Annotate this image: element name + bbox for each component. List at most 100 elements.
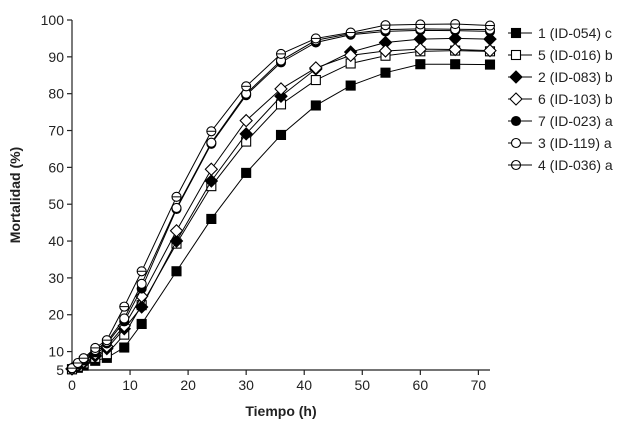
- y-tick-label: 40: [48, 233, 64, 249]
- legend-item: 1 (ID-054) c: [508, 25, 612, 41]
- marker-shape: [136, 278, 147, 289]
- y-tick-label: 5: [56, 362, 64, 378]
- marker-shape: [510, 137, 522, 149]
- marker-shape: [274, 89, 288, 104]
- x-tick-label: 70: [471, 377, 487, 393]
- marker-shape: [204, 162, 219, 176]
- marker-shape: [310, 75, 321, 86]
- data-point: [415, 59, 426, 70]
- data-point: [415, 19, 426, 30]
- marker-shape: [274, 82, 288, 96]
- legend-label: 1 (ID-054) c: [538, 25, 612, 41]
- x-tick-label: 60: [413, 377, 429, 393]
- data-point: [239, 113, 253, 128]
- marker-shape: [239, 113, 253, 128]
- marker-shape: [484, 59, 496, 70]
- legend-label: 2 (ID-083) b: [538, 69, 613, 85]
- y-tick-label: 60: [48, 159, 64, 175]
- y-tick-label: 10: [48, 344, 64, 360]
- legend-item: 7 (ID-023) a: [508, 113, 613, 129]
- y-tick-label: 100: [41, 12, 65, 28]
- legend-marker: [510, 137, 522, 149]
- data-point: [309, 61, 323, 75]
- data-point: [484, 59, 496, 70]
- y-tick-label: 20: [48, 307, 64, 323]
- data-point: [241, 167, 252, 178]
- legend-item: 4 (ID-036) a: [508, 157, 613, 173]
- legend-item: 5 (ID-016) b: [508, 47, 613, 63]
- marker-shape: [134, 300, 149, 314]
- data-point: [380, 20, 391, 31]
- chart-legend: 1 (ID-054) c 5 (ID-016) b 2 (ID-083) b 6 (I…: [508, 25, 613, 173]
- data-point: [78, 353, 89, 364]
- marker-shape: [343, 48, 358, 63]
- y-tick-label: 50: [48, 196, 64, 212]
- data-point: [310, 100, 321, 111]
- marker-shape: [169, 223, 184, 238]
- marker-shape: [206, 137, 217, 148]
- data-point: [310, 33, 321, 44]
- marker-shape: [204, 174, 219, 188]
- data-point: [119, 301, 130, 312]
- series-line: [71, 63, 491, 370]
- marker-shape: [136, 318, 147, 329]
- y-tick-label: 30: [48, 270, 64, 286]
- marker-shape: [413, 42, 428, 56]
- legend-item: 2 (ID-083) b: [508, 69, 613, 85]
- marker-shape: [510, 27, 522, 39]
- data-point: [171, 191, 182, 202]
- data-point: [119, 313, 130, 324]
- x-tick-label: 0: [68, 377, 76, 393]
- y-tick-label: 80: [48, 86, 64, 102]
- data-point: [169, 223, 184, 238]
- marker-shape: [509, 92, 523, 106]
- legend-marker: [510, 27, 522, 39]
- data-point: [450, 19, 461, 30]
- legend-item: 6 (ID-103) b: [508, 91, 613, 107]
- legend-label: 4 (ID-036) a: [538, 157, 613, 173]
- chart-axes: 5 10 20 30 40 50 60 70 80 90 100 0 10 20 30 40 50 60 70: [41, 12, 490, 393]
- marker-shape: [309, 61, 323, 75]
- data-point: [274, 82, 288, 96]
- series-4: [65, 42, 497, 376]
- data-point: [206, 126, 217, 137]
- marker-shape: [171, 266, 182, 277]
- marker-shape: [448, 42, 462, 57]
- data-point: [413, 42, 428, 56]
- data-point: [343, 48, 358, 63]
- series-5: [66, 25, 496, 374]
- legend-label: 6 (ID-103) b: [538, 91, 613, 107]
- legend-marker: [510, 115, 522, 127]
- marker-shape: [415, 59, 426, 70]
- legend-label: 5 (ID-016) b: [538, 47, 613, 63]
- legend-item: 3 (ID-119) a: [508, 135, 612, 151]
- marker-shape: [510, 115, 522, 127]
- data-point: [450, 59, 461, 70]
- legend-marker: [510, 49, 522, 61]
- data-point: [136, 278, 147, 289]
- marker-shape: [509, 70, 523, 84]
- data-point: [206, 213, 217, 224]
- data-point: [484, 20, 496, 31]
- x-tick-label: 40: [296, 377, 312, 393]
- data-point: [136, 318, 147, 329]
- data-point: [275, 129, 287, 140]
- marker-shape: [119, 342, 130, 353]
- x-tick-label: 20: [180, 377, 196, 393]
- data-point: [274, 89, 288, 104]
- data-point: [310, 75, 321, 86]
- x-axis-title: Tiempo (h): [245, 403, 316, 419]
- legend-label: 7 (ID-023) a: [538, 113, 613, 129]
- marker-shape: [310, 100, 321, 111]
- y-tick-label: 70: [48, 123, 64, 139]
- data-point: [345, 80, 356, 91]
- data-point: [171, 202, 182, 213]
- legend-marker: [509, 70, 523, 84]
- marker-shape: [239, 127, 253, 141]
- marker-shape: [378, 44, 393, 58]
- x-tick-label: 10: [122, 377, 138, 393]
- marker-shape: [241, 167, 252, 178]
- legend-marker: [510, 159, 522, 171]
- data-point: [119, 342, 130, 353]
